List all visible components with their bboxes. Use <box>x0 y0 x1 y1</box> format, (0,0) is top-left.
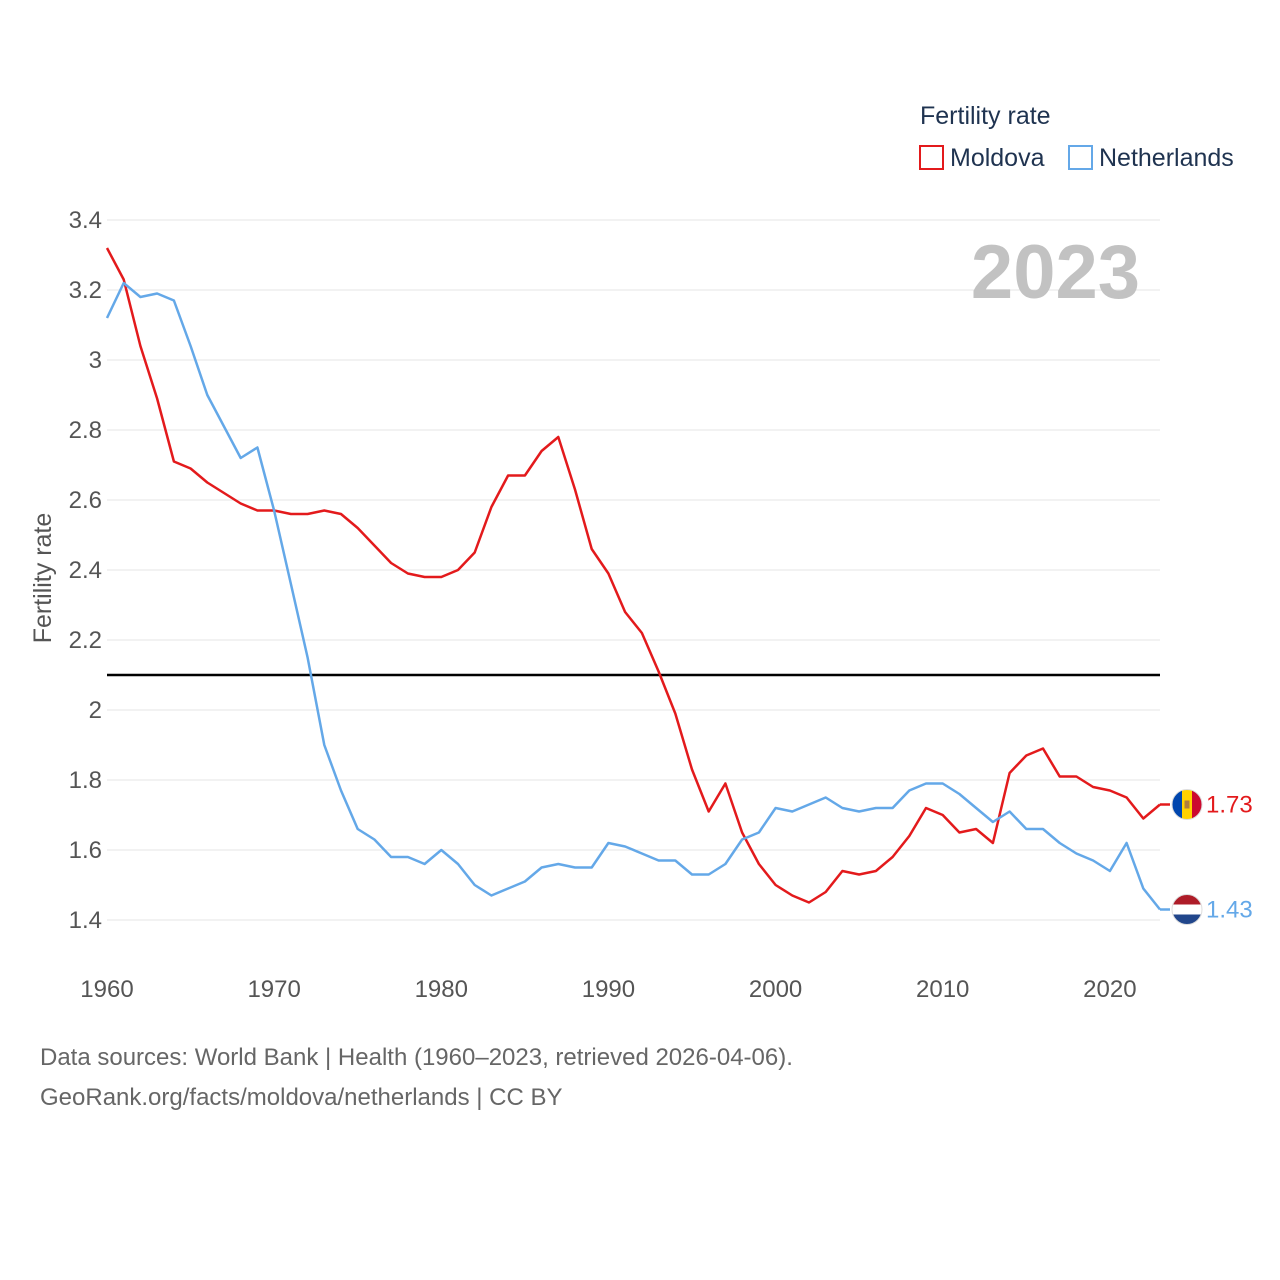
series-lines <box>105 247 1161 911</box>
y-tick-label: 2 <box>89 697 102 724</box>
y-tick-label: 2.4 <box>69 557 102 584</box>
y-tick-label: 2.8 <box>69 417 102 444</box>
grid-lines <box>107 219 1160 921</box>
x-axis-ticks: 1960 1970 1980 1990 2000 2010 2020 <box>80 976 1136 1003</box>
x-tick-label: 1970 <box>247 976 300 1003</box>
legend-label-moldova[interactable]: Moldova <box>950 144 1045 172</box>
legend-swatch-netherlands[interactable] <box>1068 145 1093 170</box>
y-tick-label: 1.8 <box>69 767 102 794</box>
year-watermark: 2023 <box>971 230 1140 315</box>
y-axis-ticks: 1.4 1.6 1.8 2 2.2 2.4 2.6 2.8 3 3.2 3.4 <box>69 207 102 934</box>
fertility-rate-chart: 1.41.61.822.22.42.62.833.23.4 1960 1970 19… <box>29 102 1253 1003</box>
x-tick-label: 2010 <box>916 976 969 1003</box>
y-tick-label: 3 <box>89 347 102 374</box>
y-tick-label: 3.4 <box>69 207 102 234</box>
footer-attribution[interactable]: GeoRank.org/facts/moldova/netherlands | … <box>40 1084 563 1111</box>
y-tick-label: 1.4 <box>69 907 102 934</box>
x-tick-label: 1960 <box>80 976 133 1003</box>
legend-title[interactable]: Fertility rate <box>920 102 1051 130</box>
end-label-netherlands: 1.43 <box>1206 897 1253 924</box>
moldova-flag-icon <box>1171 789 1203 820</box>
end-labels: 1.73 1.43 <box>1160 789 1253 925</box>
y-axis-title: Fertility rate <box>29 513 57 644</box>
legend: Fertility rate Moldova Netherlands <box>919 102 1234 172</box>
footer-sources: Data sources: World Bank | Health (1960–… <box>40 1044 793 1071</box>
y-tick-label: 2.2 <box>69 627 102 654</box>
y-tick-label: 3.2 <box>69 277 102 304</box>
end-label-moldova: 1.73 <box>1206 792 1253 819</box>
legend-swatch-moldova[interactable] <box>919 145 944 170</box>
series-line-netherlands[interactable] <box>105 281 1161 911</box>
legend-label-netherlands[interactable]: Netherlands <box>1099 144 1234 172</box>
x-tick-label: 1990 <box>582 976 635 1003</box>
x-tick-label: 2020 <box>1083 976 1136 1003</box>
netherlands-flag-icon <box>1171 894 1203 925</box>
x-tick-label: 1980 <box>415 976 468 1003</box>
y-tick-label: 2.6 <box>69 487 102 514</box>
x-tick-label: 2000 <box>749 976 802 1003</box>
series-line-moldova[interactable] <box>105 247 1161 904</box>
y-tick-label: 1.6 <box>69 837 102 864</box>
